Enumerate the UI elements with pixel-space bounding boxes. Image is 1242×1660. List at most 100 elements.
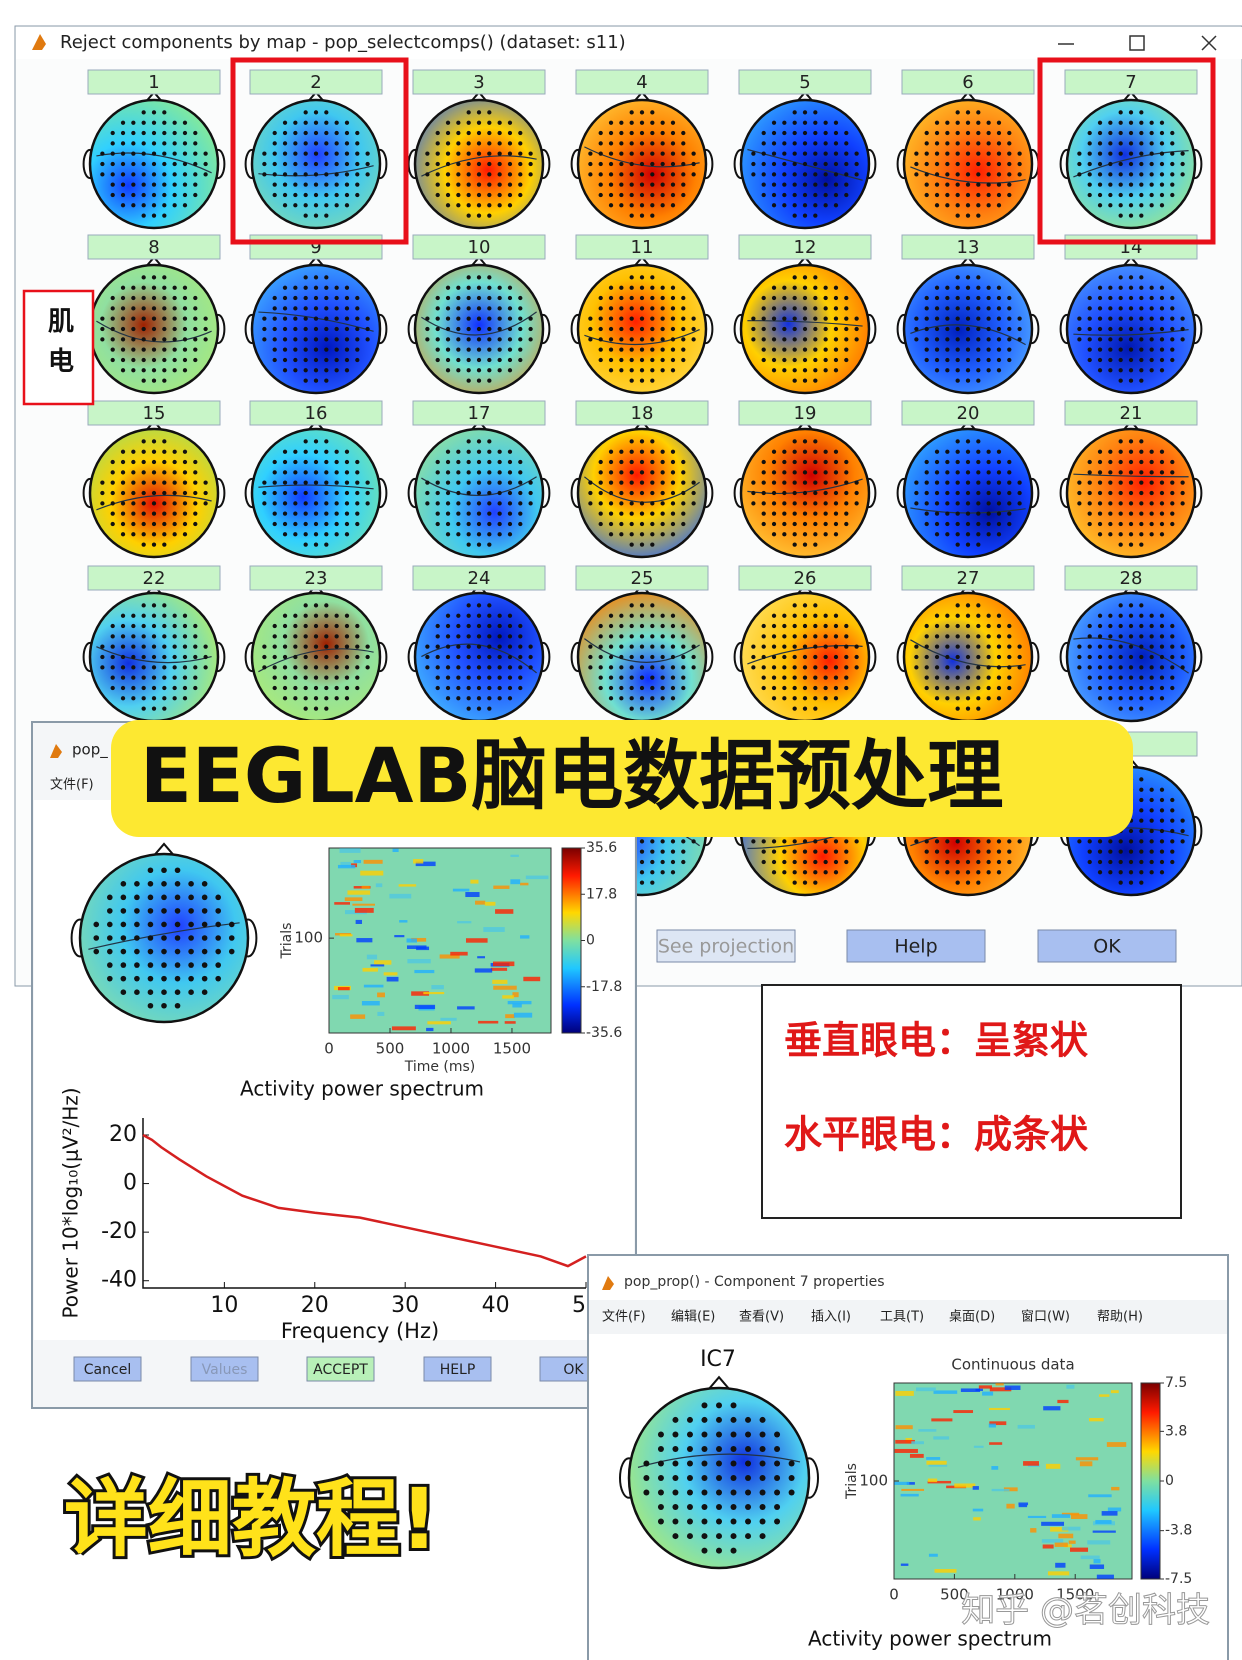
electrode	[466, 347, 471, 352]
electrode	[162, 337, 167, 342]
electrode	[131, 623, 136, 629]
electrode	[608, 203, 614, 208]
component-button[interactable]	[575, 400, 709, 426]
close[interactable]	[1201, 35, 1217, 51]
component-button[interactable]	[901, 69, 1035, 95]
component-button[interactable]	[738, 565, 872, 591]
component-button[interactable]	[87, 69, 221, 95]
menu-item[interactable]: 工具(T)	[880, 1310, 924, 1325]
button[interactable]	[306, 1356, 375, 1382]
component-button[interactable]	[1064, 234, 1198, 260]
component-button[interactable]	[412, 565, 546, 591]
component-button[interactable]	[412, 400, 546, 426]
component-button[interactable]	[575, 69, 709, 95]
button[interactable]	[423, 1356, 492, 1382]
electrode	[466, 439, 471, 444]
electrode	[833, 511, 839, 516]
component-button[interactable]	[1064, 400, 1198, 426]
component-button[interactable]	[1064, 69, 1198, 95]
electrode	[313, 532, 319, 537]
button-label: Help	[894, 936, 937, 958]
electrode	[986, 120, 991, 125]
electrode	[854, 501, 859, 506]
electrode	[813, 203, 818, 208]
component-button[interactable]	[87, 565, 221, 591]
x-tick-label: 1500	[493, 1040, 531, 1058]
menu-item[interactable]: 帮助(H)	[1097, 1310, 1143, 1325]
electrode	[1097, 285, 1103, 290]
button[interactable]	[846, 929, 986, 963]
electrode	[996, 368, 1002, 373]
electrode	[355, 326, 360, 332]
component-button[interactable]	[249, 400, 383, 426]
note-line: 垂直眼电：呈絮状	[784, 1019, 1089, 1063]
electrode	[691, 337, 696, 342]
electrode	[141, 161, 146, 167]
component-button[interactable]	[1064, 565, 1198, 591]
electrode	[924, 634, 929, 639]
electrode	[629, 470, 634, 475]
electrode	[110, 623, 115, 629]
electrode	[518, 665, 523, 670]
component-button[interactable]	[87, 400, 221, 426]
component-button[interactable]	[738, 400, 872, 426]
component-label: 28	[1120, 568, 1143, 589]
electrode	[945, 120, 950, 125]
electrode	[802, 480, 808, 485]
component-button[interactable]	[738, 69, 872, 95]
electrode	[272, 511, 277, 516]
electrode	[344, 130, 350, 136]
electrode	[172, 685, 177, 691]
electrode	[976, 161, 981, 167]
button[interactable]	[1037, 929, 1177, 963]
component-button[interactable]	[249, 69, 383, 95]
menu-item[interactable]: 插入(I)	[811, 1310, 851, 1325]
button[interactable]	[190, 1356, 259, 1382]
component-button[interactable]	[249, 234, 383, 260]
component-label: 5	[799, 72, 810, 93]
component-button[interactable]	[738, 234, 872, 260]
component-button[interactable]	[575, 565, 709, 591]
electrode	[282, 654, 288, 660]
electrode	[476, 110, 482, 115]
electrode	[1159, 818, 1165, 823]
component-button[interactable]	[412, 234, 546, 260]
component-button[interactable]	[901, 400, 1035, 426]
menu-item[interactable]: 文件(F)	[50, 778, 94, 793]
component-button[interactable]	[249, 565, 383, 591]
electrode	[976, 439, 981, 444]
electrode	[134, 975, 140, 982]
button[interactable]	[73, 1356, 142, 1382]
electrode	[334, 316, 339, 321]
electrode	[313, 613, 319, 618]
component-button[interactable]	[575, 234, 709, 260]
electrode	[1149, 459, 1154, 465]
erp-stripe	[340, 861, 352, 867]
button[interactable]	[656, 929, 796, 963]
menu-item[interactable]: 编辑(E)	[671, 1310, 715, 1325]
component-button[interactable]	[87, 234, 221, 260]
electrode	[986, 337, 991, 342]
electrode	[147, 1002, 154, 1009]
electrode	[487, 470, 492, 475]
electrode	[141, 542, 146, 547]
electrode	[182, 203, 188, 208]
electrode	[1017, 839, 1022, 844]
electrode	[334, 675, 339, 680]
electrode	[466, 613, 471, 618]
electrode	[476, 603, 482, 608]
electrode	[1139, 654, 1144, 660]
menu-item[interactable]: 窗口(W)	[1021, 1309, 1070, 1325]
electrode	[976, 685, 981, 691]
component-button[interactable]	[412, 69, 546, 95]
electrode	[976, 357, 981, 363]
component-button[interactable]	[901, 234, 1035, 260]
menu-item[interactable]: 桌面(D)	[949, 1310, 995, 1325]
menu-item[interactable]: 文件(F)	[602, 1310, 646, 1325]
maximize[interactable]	[1129, 35, 1145, 51]
component-button[interactable]	[901, 565, 1035, 591]
menu-item[interactable]: 查看(V)	[739, 1309, 784, 1325]
electrode	[141, 316, 146, 321]
electrode	[955, 337, 960, 342]
electrode	[1170, 839, 1175, 844]
